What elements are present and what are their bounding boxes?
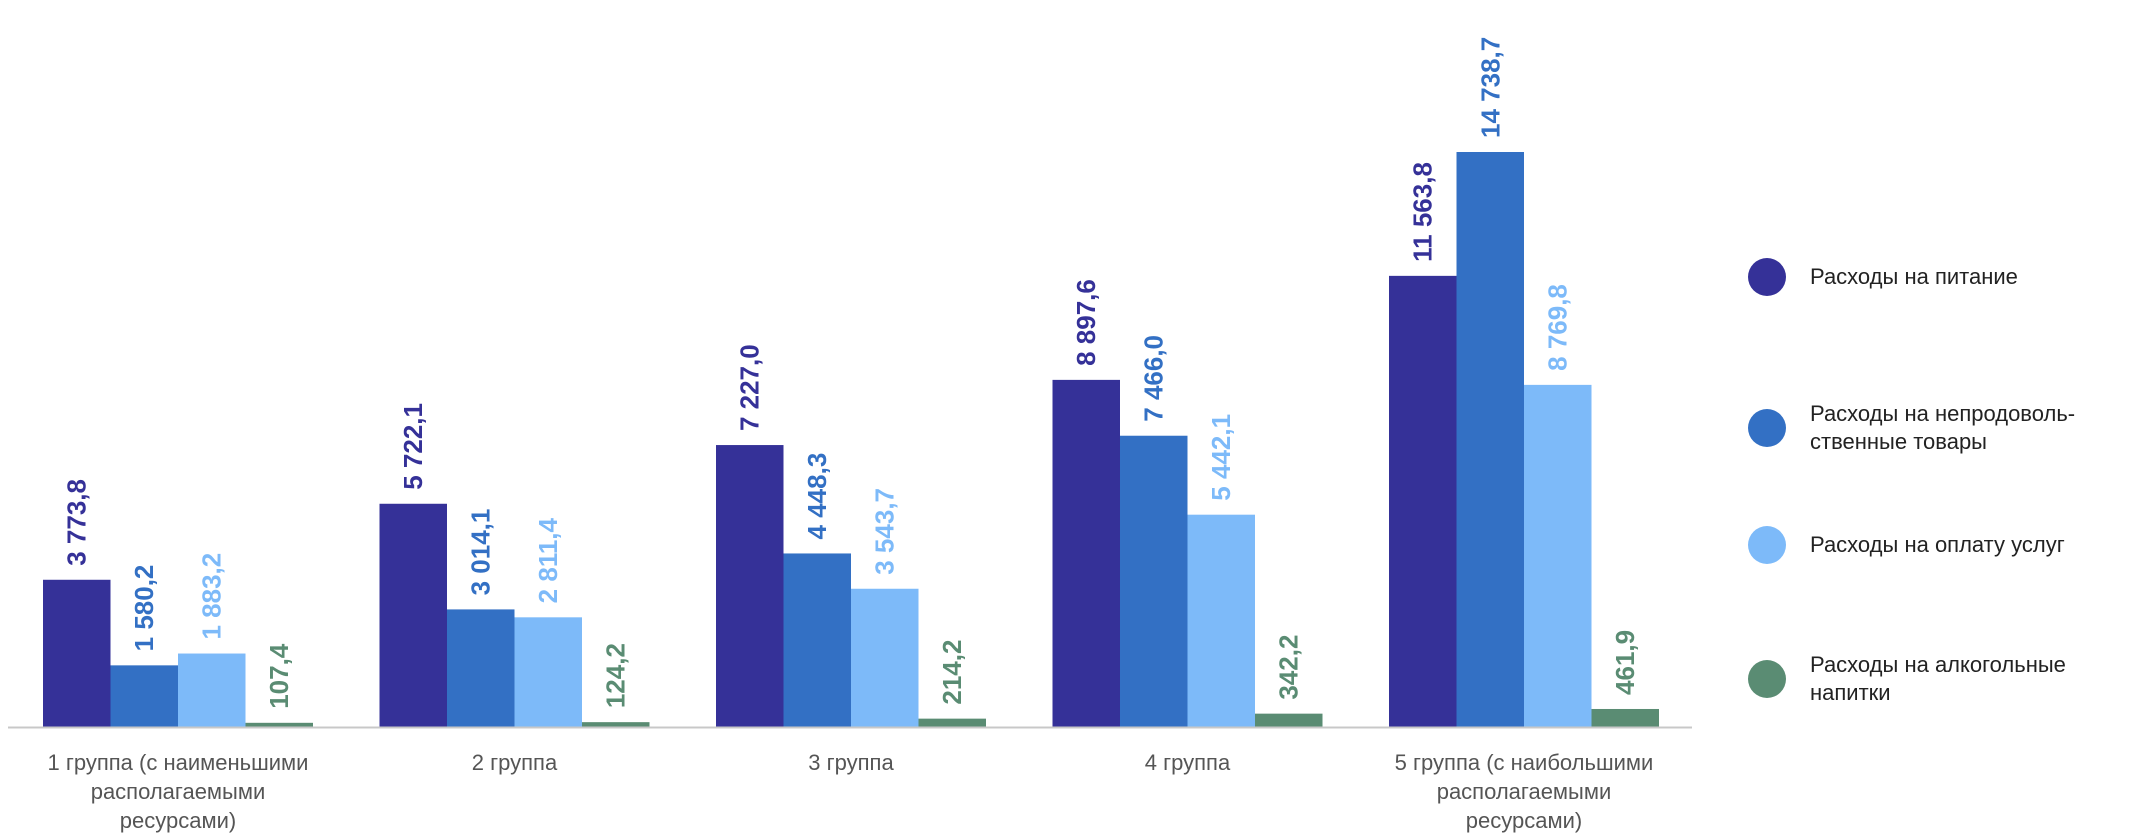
data-label-alcohol-group-2: 124,2 — [601, 643, 631, 708]
data-label-services-group-1: 1 883,2 — [197, 553, 227, 640]
data-label-nonfood-group-4: 7 466,0 — [1139, 335, 1169, 422]
data-label-nonfood-group-3: 4 448,3 — [802, 453, 832, 540]
legend-item-alcohol: Расходы на алкогольные напитки — [1748, 651, 2066, 707]
data-label-alcohol-group-3: 214,2 — [937, 640, 967, 705]
bar-alcohol-group-1 — [245, 722, 313, 727]
bar-food-group-3 — [716, 445, 784, 727]
x-tick-label-group-5: 5 группа (с наибольшими — [1395, 750, 1654, 775]
bar-alcohol-group-5 — [1591, 708, 1659, 727]
data-label-alcohol-group-4: 342,2 — [1274, 635, 1304, 700]
legend-label-services: Расходы на оплату услуг — [1810, 532, 2065, 557]
bar-food-group-2 — [379, 503, 447, 727]
data-label-services-group-3: 3 543,7 — [870, 488, 900, 575]
data-label-alcohol-group-1: 107,4 — [264, 643, 294, 709]
bar-nonfood-group-4 — [1120, 435, 1188, 727]
bar-food-group-4 — [1052, 379, 1120, 727]
data-label-nonfood-group-5: 14 738,7 — [1475, 37, 1505, 138]
legend-label-nonfood: Расходы на непродоволь- ственные товары — [1810, 401, 2076, 454]
legend-item-food: Расходы на питание — [1748, 258, 2018, 296]
bar-alcohol-group-3 — [918, 718, 986, 727]
legend-item-nonfood: Расходы на непродоволь- ственные товары — [1748, 400, 2075, 456]
bar-services-group-4 — [1187, 514, 1255, 727]
legend-swatch-food — [1748, 258, 1786, 296]
bar-services-group-5 — [1524, 384, 1592, 727]
x-tick-label-group-2: 2 группа — [472, 750, 558, 775]
data-label-food-group-5: 11 563,8 — [1408, 162, 1438, 262]
x-tick-label-group-1: располагаемыми — [91, 779, 266, 804]
bar-food-group-5 — [1389, 275, 1457, 727]
x-tick-label-group-1: 1 группа (с наименьшими — [48, 750, 309, 775]
bar-chart: 3 773,8 1 580,2 1 883,2 107,4 1 группа (с на… — [8, 37, 1692, 833]
data-label-food-group-1: 3 773,8 — [62, 479, 92, 566]
data-label-services-group-2: 2 811,4 — [533, 517, 563, 603]
legend-label-food: Расходы на питание — [1810, 264, 2018, 289]
data-label-food-group-2: 5 722,1 — [398, 403, 428, 490]
legend: Расходы на питание Расходы на непродовол… — [1748, 0, 2141, 835]
bar-food-group-1 — [43, 579, 111, 727]
legend-swatch-alcohol — [1748, 660, 1786, 698]
data-label-food-group-3: 7 227,0 — [735, 344, 765, 431]
x-tick-label-group-1: ресурсами) — [120, 808, 236, 833]
data-label-services-group-5: 8 769,8 — [1543, 284, 1573, 371]
bar-nonfood-group-5 — [1456, 152, 1524, 727]
bar-nonfood-group-3 — [783, 553, 851, 727]
data-label-services-group-4: 5 442,1 — [1206, 414, 1236, 501]
bar-nonfood-group-1 — [110, 665, 178, 727]
bar-services-group-1 — [178, 653, 246, 727]
legend-swatch-services — [1748, 526, 1786, 564]
x-tick-label-group-4: 4 группа — [1145, 750, 1231, 775]
data-label-nonfood-group-2: 3 014,1 — [466, 509, 496, 596]
bar-services-group-2 — [514, 617, 582, 727]
data-label-alcohol-group-5: 461,9 — [1610, 630, 1640, 695]
legend-label-alcohol: Расходы на алкогольные напитки — [1810, 652, 2066, 705]
x-tick-label-group-5: располагаемыми — [1437, 779, 1612, 804]
x-tick-label-group-3: 3 группа — [808, 750, 894, 775]
bar-alcohol-group-4 — [1255, 713, 1323, 727]
bar-alcohol-group-2 — [582, 722, 650, 727]
legend-item-services: Расходы на оплату услуг — [1748, 526, 2065, 564]
bar-nonfood-group-2 — [447, 609, 515, 727]
legend-swatch-nonfood — [1748, 409, 1786, 447]
x-tick-label-group-5: ресурсами) — [1466, 808, 1582, 833]
data-label-nonfood-group-1: 1 580,2 — [129, 565, 159, 652]
data-label-food-group-4: 8 897,6 — [1071, 279, 1101, 366]
bar-services-group-3 — [851, 588, 919, 727]
